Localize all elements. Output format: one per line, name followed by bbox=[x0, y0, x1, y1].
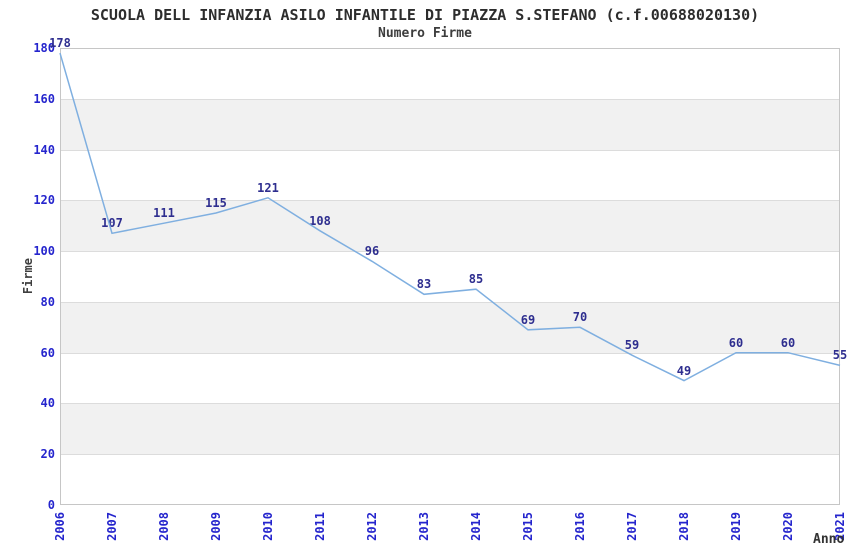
x-tick-label: 2008 bbox=[157, 512, 171, 541]
y-tick-label: 120 bbox=[33, 193, 55, 208]
x-tick-label: 2015 bbox=[521, 512, 535, 541]
data-point-label: 69 bbox=[520, 312, 536, 327]
data-point-label: 55 bbox=[832, 348, 848, 363]
chart-title: SCUOLA DELL INFANZIA ASILO INFANTILE DI … bbox=[90, 6, 760, 24]
y-tick-label: 0 bbox=[47, 498, 55, 512]
data-point-label: 107 bbox=[101, 216, 123, 231]
y-tick-label: 80 bbox=[40, 294, 55, 309]
gridline bbox=[61, 200, 839, 201]
x-tick-label: 2011 bbox=[313, 512, 327, 541]
y-tick-label: 160 bbox=[33, 91, 55, 106]
gridline bbox=[61, 353, 839, 354]
data-point-label: 70 bbox=[572, 310, 588, 325]
data-point-label: 60 bbox=[728, 335, 744, 350]
data-point-label: 85 bbox=[468, 272, 484, 287]
data-point-label: 111 bbox=[153, 206, 175, 221]
gridline bbox=[61, 454, 839, 455]
x-tick-label: 2012 bbox=[365, 512, 379, 541]
x-tick-label: 2019 bbox=[729, 512, 743, 541]
x-tick-label: 2020 bbox=[781, 512, 795, 541]
y-axis-title: Firme bbox=[21, 258, 35, 295]
gridline bbox=[61, 251, 839, 252]
y-tick-label: 180 bbox=[33, 41, 55, 55]
gridline bbox=[61, 403, 839, 404]
x-tick-label: 2018 bbox=[677, 512, 691, 541]
y-tick-label: 40 bbox=[40, 396, 55, 411]
x-tick-label: 2010 bbox=[261, 512, 275, 541]
data-point-label: 115 bbox=[205, 196, 227, 211]
y-tick-label: 100 bbox=[33, 244, 55, 259]
x-tick-label: 2007 bbox=[105, 512, 119, 541]
plot-band bbox=[61, 403, 839, 455]
data-point-label: 96 bbox=[364, 244, 380, 259]
chart-subtitle: Numero Firme bbox=[378, 26, 472, 41]
plot-band bbox=[61, 98, 839, 150]
y-tick-label: 20 bbox=[40, 447, 55, 462]
data-point-label: 83 bbox=[416, 277, 432, 292]
series-line-svg bbox=[59, 52, 841, 382]
data-point-label: 59 bbox=[624, 338, 640, 353]
x-axis-title: Anno bbox=[813, 532, 845, 547]
x-tick-label: 2014 bbox=[469, 512, 483, 541]
x-tick-label: 2009 bbox=[209, 512, 223, 541]
data-point-label: 49 bbox=[676, 363, 692, 378]
gridline bbox=[61, 99, 839, 100]
gridline bbox=[61, 150, 839, 151]
y-tick-label: 60 bbox=[40, 345, 55, 360]
data-point-label: 60 bbox=[780, 335, 796, 350]
x-tick-label: 2006 bbox=[53, 512, 67, 541]
plot-band bbox=[61, 200, 839, 252]
series-line bbox=[59, 52, 841, 382]
data-point-label: 121 bbox=[257, 180, 279, 195]
y-tick-label: 140 bbox=[33, 142, 55, 157]
plot-band bbox=[61, 301, 839, 353]
x-tick-label: 2013 bbox=[417, 512, 431, 541]
data-point-label: 178 bbox=[49, 36, 71, 51]
gridline bbox=[61, 302, 839, 303]
x-tick-label: 2017 bbox=[625, 512, 639, 541]
data-point-label: 108 bbox=[309, 213, 331, 228]
x-tick-label: 2016 bbox=[573, 512, 587, 541]
